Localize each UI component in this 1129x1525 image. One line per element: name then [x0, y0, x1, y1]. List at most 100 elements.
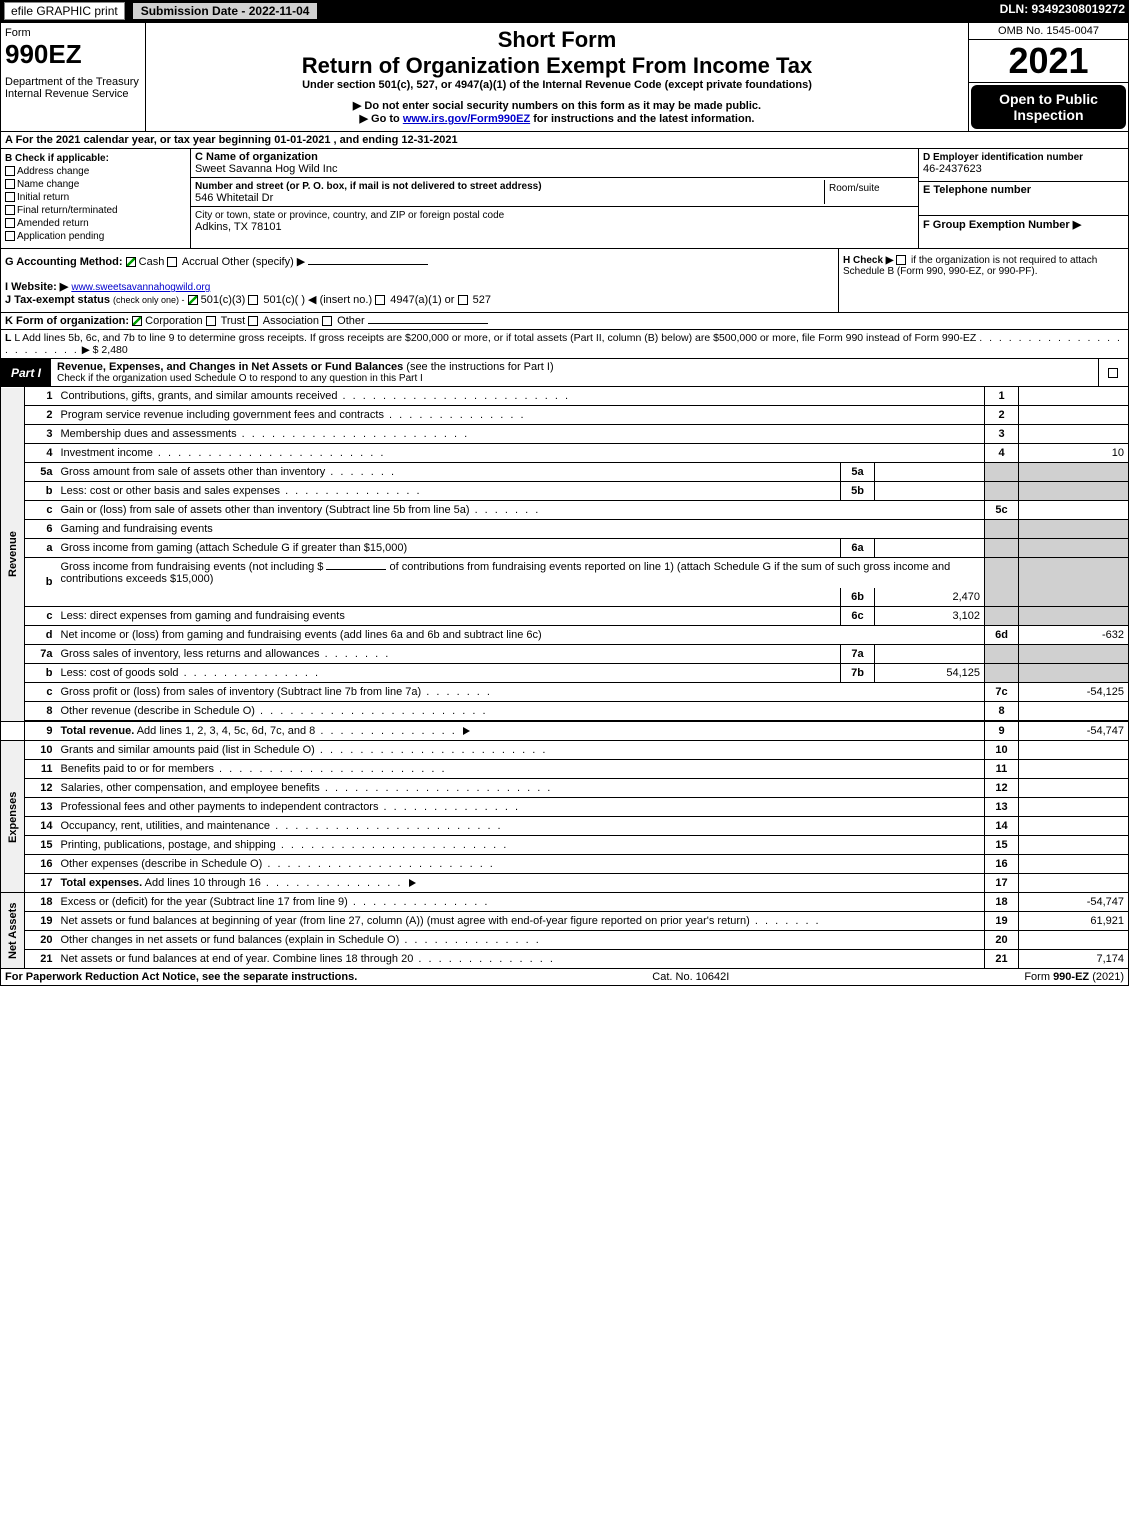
checkbox-schedule-o[interactable]	[1108, 368, 1118, 378]
info-grid: B Check if applicable: Address change Na…	[0, 149, 1129, 249]
line-num-21: 21	[25, 950, 57, 969]
label-4947a1: 4947(a)(1) or	[390, 294, 454, 306]
do-not-note: ▶ Do not enter social security numbers o…	[150, 99, 964, 112]
line-num-10: 10	[25, 741, 57, 760]
shaded-cell	[1019, 664, 1129, 683]
checkbox-amended-return[interactable]	[5, 218, 15, 228]
line-val-11	[1019, 760, 1129, 779]
line-8: 8 Other revenue (describe in Schedule O)…	[1, 702, 1129, 722]
checkbox-trust[interactable]	[206, 316, 216, 326]
checkbox-4947a1[interactable]	[375, 295, 385, 305]
checkbox-application-pending[interactable]	[5, 231, 15, 241]
line-desc-5a: Gross amount from sale of assets other t…	[61, 466, 397, 478]
line-num-20: 20	[25, 931, 57, 950]
checkbox-h[interactable]	[896, 255, 906, 265]
label-association: Association	[263, 315, 319, 327]
g-label: G Accounting Method:	[5, 256, 123, 268]
line-val-4: 10	[1019, 444, 1129, 463]
checkbox-initial-return[interactable]	[5, 192, 15, 202]
line-val-18: -54,747	[1019, 893, 1129, 912]
room-label: Room/suite	[829, 183, 880, 194]
line-6c: c Less: direct expenses from gaming and …	[1, 607, 1129, 626]
label-accrual: Accrual	[182, 256, 219, 268]
line-num-18: 18	[25, 893, 57, 912]
line-5c: c Gain or (loss) from sale of assets oth…	[1, 501, 1129, 520]
part-i-checkbox-col	[1098, 359, 1128, 386]
line-rnum-4: 4	[985, 444, 1019, 463]
label-name-change: Name change	[17, 179, 79, 190]
sub-val-7a	[875, 645, 985, 664]
line-6b-top: b Gross income from fundraising events (…	[1, 558, 1129, 589]
line-13: 13 Professional fees and other payments …	[1, 798, 1129, 817]
sub-num-5a: 5a	[841, 463, 875, 482]
line-desc-7a: Gross sales of inventory, less returns a…	[61, 648, 391, 660]
line-desc-10: Grants and similar amounts paid (list in…	[61, 744, 548, 756]
checkbox-other-org[interactable]	[322, 316, 332, 326]
line-14: 14 Occupancy, rent, utilities, and maint…	[1, 817, 1129, 836]
line-num-8: 8	[25, 702, 57, 722]
other-org-input[interactable]	[368, 323, 488, 324]
label-501c3: 501(c)(3)	[201, 294, 246, 306]
line-rnum-5c: 5c	[985, 501, 1019, 520]
website-link[interactable]: www.sweetsavannahogwild.org	[71, 282, 210, 293]
checkbox-corporation[interactable]	[132, 316, 142, 326]
shaded-cell	[985, 520, 1019, 539]
line-num-17: 17	[25, 874, 57, 893]
irs-link[interactable]: www.irs.gov/Form990EZ	[403, 113, 530, 125]
efile-print-button[interactable]: efile GRAPHIC print	[4, 2, 125, 20]
part-i-title: Revenue, Expenses, and Changes in Net As…	[51, 359, 1098, 386]
line-num-9: 9	[25, 721, 57, 741]
line-val-1	[1019, 387, 1129, 406]
c-name-label: C Name of organization	[195, 151, 318, 163]
line-6: 6 Gaming and fundraising events	[1, 520, 1129, 539]
checkbox-accrual[interactable]	[167, 257, 177, 267]
shaded-cell	[1019, 607, 1129, 626]
line-rnum-21: 21	[985, 950, 1019, 969]
checkbox-name-change[interactable]	[5, 179, 15, 189]
line-rnum-3: 3	[985, 425, 1019, 444]
checkbox-address-change[interactable]	[5, 166, 15, 176]
sub-num-6a: 6a	[841, 539, 875, 558]
catalog-number: Cat. No. 10642I	[652, 971, 729, 983]
section-b: B Check if applicable: Address change Na…	[1, 149, 191, 248]
line-6b: 6b 2,470	[1, 588, 1129, 607]
line-val-9: -54,747	[1019, 721, 1129, 741]
sub-val-5a	[875, 463, 985, 482]
sub-num-7a: 7a	[841, 645, 875, 664]
checkbox-final-return[interactable]	[5, 205, 15, 215]
checkbox-501c[interactable]	[248, 295, 258, 305]
org-street: 546 Whitetail Dr	[195, 192, 824, 204]
arrow-icon	[463, 727, 470, 735]
label-amended-return: Amended return	[17, 218, 89, 229]
line-rnum-16: 16	[985, 855, 1019, 874]
other-specify-input[interactable]	[308, 264, 428, 265]
checkbox-association[interactable]	[248, 316, 258, 326]
sub-num-7b: 7b	[841, 664, 875, 683]
label-527: 527	[473, 294, 491, 306]
checkbox-527[interactable]	[458, 295, 468, 305]
shaded-cell	[985, 482, 1019, 501]
shaded-cell	[1019, 539, 1129, 558]
line-desc-20: Other changes in net assets or fund bala…	[61, 934, 541, 946]
form-ref: Form 990-EZ (2021)	[1024, 971, 1124, 983]
shaded-cell	[1019, 482, 1129, 501]
line-num-2: 2	[25, 406, 57, 425]
shaded-cell	[985, 664, 1019, 683]
line-rnum-13: 13	[985, 798, 1019, 817]
line-num-5b: b	[25, 482, 57, 501]
return-title: Return of Organization Exempt From Incom…	[150, 53, 964, 79]
sub-num-6b: 6b	[841, 588, 875, 607]
contributions-input[interactable]	[326, 569, 386, 570]
checkbox-501c3[interactable]	[188, 295, 198, 305]
line-7b: b Less: cost of goods sold 7b 54,125	[1, 664, 1129, 683]
line-val-12	[1019, 779, 1129, 798]
line-desc-12: Salaries, other compensation, and employ…	[61, 782, 553, 794]
section-a-calendar: A For the 2021 calendar year, or tax yea…	[0, 132, 1129, 149]
checkbox-cash[interactable]	[126, 257, 136, 267]
line-rnum-7c: 7c	[985, 683, 1019, 702]
goto-suffix: for instructions and the latest informat…	[530, 113, 754, 125]
line-15: 15 Printing, publications, postage, and …	[1, 836, 1129, 855]
line-11: 11 Benefits paid to or for members 11	[1, 760, 1129, 779]
line-num-3: 3	[25, 425, 57, 444]
revenue-sidelabel: Revenue	[1, 387, 25, 721]
